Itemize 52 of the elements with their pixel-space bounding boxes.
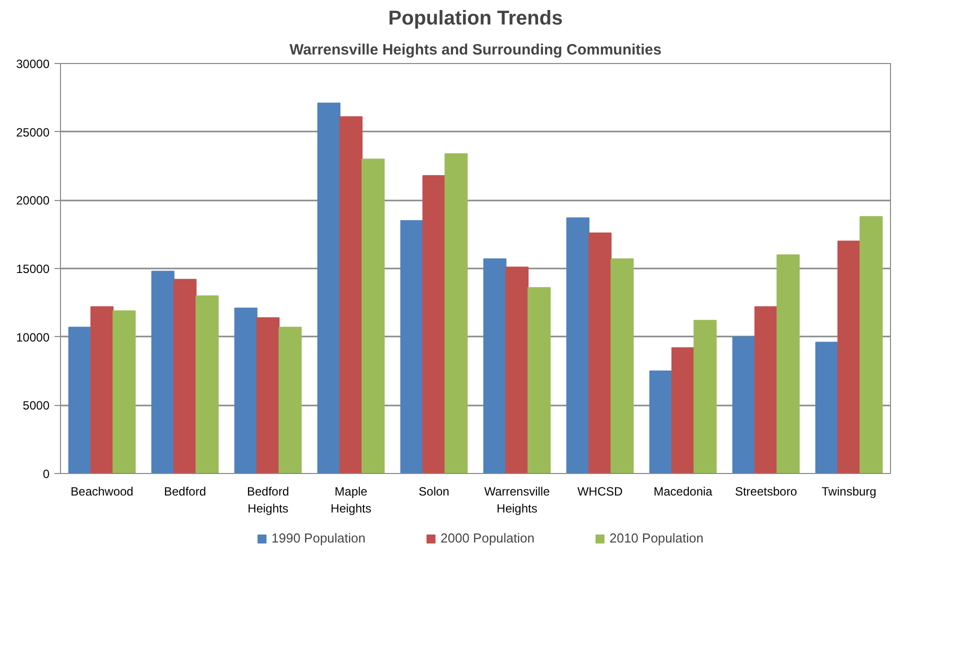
bar [483,258,506,474]
x-tick-label: Solon [418,484,450,498]
x-tick-label: Macedonia [654,484,713,498]
bar [588,232,612,474]
bar [754,306,778,474]
bar [234,308,258,474]
x-tick-label: WHCSD [577,484,623,498]
bar [837,240,861,474]
bar [173,278,197,474]
bar [422,175,446,474]
bar [317,102,340,474]
y-tick-label: 15000 [16,262,50,276]
x-tick-label: Twinsburg [822,484,876,498]
x-tick-label: Bedford [164,484,206,498]
y-tick-label: 30000 [16,57,50,71]
legend-label: 2000 Population [440,530,534,546]
bar [362,158,385,474]
y-tick-label: 0 [42,467,50,481]
bar [776,254,800,474]
x-tick-label: Maple Heights [330,484,372,516]
bar [860,216,883,474]
bar [444,153,468,474]
x-tick-label: Warrensville Heights [484,484,550,516]
x-tick-label: Bedford Heights [246,484,290,516]
bar [151,270,174,474]
bar [610,258,634,474]
bar [528,287,551,474]
bar [649,370,672,474]
bar [339,116,363,474]
bar [694,320,717,474]
chart-subtitle: Warrensville Heights and Surrounding Communities [290,42,662,58]
bar [400,220,424,474]
bar [256,317,280,474]
y-tick-label: 20000 [16,194,50,208]
bar [505,266,529,474]
y-tick-label: 5000 [22,398,50,413]
legend-label: 2010 Population [609,530,704,546]
bar [112,310,136,474]
legend-label: 1990 Population [272,530,366,546]
x-tick-label: Streetsboro [734,484,798,498]
bar [732,336,756,474]
bar [278,326,302,474]
chart-title: Population Trends [388,8,563,30]
bar [815,342,838,474]
bar [196,295,219,474]
x-tick-label: Beachwood [70,484,134,498]
bar [671,347,695,474]
bar [90,306,114,474]
y-tick-label: 10000 [16,330,50,344]
bar [566,217,590,474]
y-tick-label: 25000 [16,125,50,140]
bar [68,326,92,474]
